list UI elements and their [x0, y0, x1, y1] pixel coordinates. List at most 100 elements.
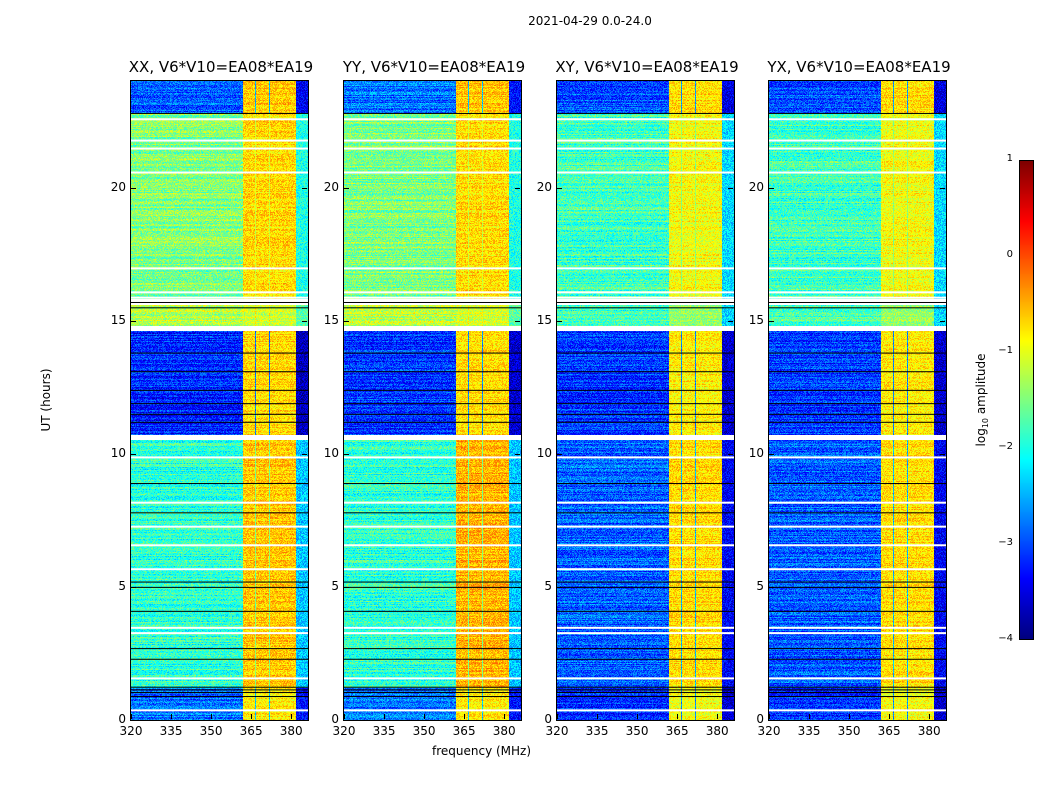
- figure-suptitle: 2021-04-29 0.0-24.0: [528, 14, 652, 28]
- panel-title: YX, V6*V10=EA08*EA19: [767, 58, 951, 76]
- x-tick-mark: [251, 714, 253, 719]
- x-tick-label: 350: [625, 724, 649, 738]
- x-tick-mark: [637, 714, 639, 719]
- y-tick-label: 10: [536, 445, 552, 460]
- x-tick-mark: [344, 714, 345, 719]
- y-tick-mark: [557, 720, 562, 721]
- y-tick-label: 0: [118, 712, 126, 726]
- y-tick-mark: [344, 586, 349, 588]
- y-tick-mark: [769, 720, 774, 721]
- y-axis-label: UT (hours): [39, 368, 53, 432]
- x-tick-mark: [291, 714, 293, 719]
- x-tick-label: 350: [412, 724, 436, 738]
- panel-title: XY, V6*V10=EA08*EA19: [555, 58, 739, 76]
- x-tick-label: 335: [797, 724, 821, 738]
- waterfall-image: [769, 81, 946, 720]
- y-tick-label: 20: [110, 179, 126, 194]
- y-tick-mark: [302, 320, 307, 322]
- y-tick-mark: [344, 187, 349, 189]
- y-tick-mark: [344, 320, 349, 322]
- x-tick-label: 380: [279, 724, 303, 738]
- y-tick-mark: [728, 320, 733, 322]
- y-tick-mark: [515, 320, 520, 322]
- y-tick-mark: [940, 187, 945, 189]
- colorbar-tick-label: −4: [998, 633, 1013, 644]
- x-tick-mark: [849, 714, 851, 719]
- y-tick-label: 15: [748, 312, 764, 327]
- x-tick-label: 365: [452, 724, 476, 738]
- y-tick-mark: [557, 453, 562, 455]
- y-tick-mark: [302, 586, 307, 588]
- x-tick-mark: [809, 714, 811, 719]
- y-tick-mark: [769, 187, 774, 189]
- waterfall-panel-3: XY, V6*V10=EA08*EA19 0 5 10 15 20 320 335 350 365…: [537, 58, 739, 738]
- y-tick-mark: [557, 586, 562, 588]
- waterfall-image: [344, 81, 521, 720]
- x-tick-mark: [769, 714, 770, 719]
- x-tick-label: 320: [332, 724, 356, 738]
- y-tick-mark: [940, 320, 945, 322]
- x-tick-mark: [597, 714, 599, 719]
- colorbar-label-suffix: amplitude: [973, 353, 988, 418]
- x-tick-mark: [717, 714, 719, 719]
- y-tick-label: 10: [323, 445, 339, 460]
- x-tick-label: 365: [239, 724, 263, 738]
- x-tick-mark: [464, 714, 466, 719]
- colorbar-tick-label: 0: [1006, 249, 1013, 260]
- y-tick-mark: [131, 586, 136, 588]
- x-tick-label: 350: [199, 724, 223, 738]
- colorbar-label: log10 amplitude: [974, 354, 990, 447]
- x-tick-label: 335: [372, 724, 396, 738]
- colorbar-tick-label: 1: [1006, 153, 1013, 164]
- x-tick-mark: [131, 714, 132, 719]
- waterfall-panel-2: YY, V6*V10=EA08*EA19 0 5 10 15 20 320 335 350 365…: [324, 58, 525, 738]
- y-tick-mark: [131, 187, 136, 189]
- colorbar-gradient: [1020, 161, 1033, 639]
- y-tick-label: 10: [110, 445, 126, 460]
- x-tick-mark: [677, 714, 679, 719]
- x-tick-mark: [384, 714, 386, 719]
- y-tick-mark: [769, 586, 774, 588]
- x-tick-mark: [557, 714, 558, 719]
- y-tick-mark: [302, 187, 307, 189]
- y-tick-mark: [515, 720, 520, 721]
- y-tick-mark: [515, 187, 520, 189]
- x-tick-label: 380: [917, 724, 941, 738]
- x-tick-mark: [424, 714, 426, 719]
- y-tick-label: 20: [323, 179, 339, 194]
- waterfall-image: [557, 81, 734, 720]
- panel-title: XX, V6*V10=EA08*EA19: [128, 58, 314, 76]
- colorbar-label-sub: 10: [981, 417, 991, 429]
- colorbar: [1019, 160, 1034, 640]
- y-tick-mark: [769, 320, 774, 322]
- y-tick-label: 5: [331, 578, 339, 593]
- y-tick-mark: [940, 586, 945, 588]
- colorbar-tick-label: −2: [998, 441, 1013, 452]
- y-tick-label: 0: [544, 712, 552, 726]
- y-tick-label: 0: [331, 712, 339, 726]
- y-tick-mark: [302, 453, 307, 455]
- y-tick-label: 5: [544, 578, 552, 593]
- y-tick-label: 10: [748, 445, 764, 460]
- x-axis-label: frequency (MHz): [432, 744, 532, 758]
- y-tick-mark: [728, 586, 733, 588]
- x-tick-label: 320: [545, 724, 569, 738]
- x-tick-label: 320: [757, 724, 781, 738]
- y-tick-mark: [728, 453, 733, 455]
- waterfall-image: [131, 81, 308, 720]
- x-tick-label: 380: [705, 724, 729, 738]
- x-tick-label: 365: [877, 724, 901, 738]
- y-tick-label: 5: [756, 578, 764, 593]
- y-tick-label: 15: [110, 312, 126, 327]
- y-tick-mark: [940, 720, 945, 721]
- x-tick-label: 365: [665, 724, 689, 738]
- y-tick-label: 20: [748, 179, 764, 194]
- x-tick-label: 335: [159, 724, 183, 738]
- x-tick-label: 335: [585, 724, 609, 738]
- panel-title: YY, V6*V10=EA08*EA19: [342, 58, 526, 76]
- y-tick-label: 0: [756, 712, 764, 726]
- colorbar-tick-label: −1: [998, 345, 1013, 356]
- x-tick-mark: [889, 714, 891, 719]
- y-tick-mark: [344, 720, 349, 721]
- y-tick-mark: [302, 720, 307, 721]
